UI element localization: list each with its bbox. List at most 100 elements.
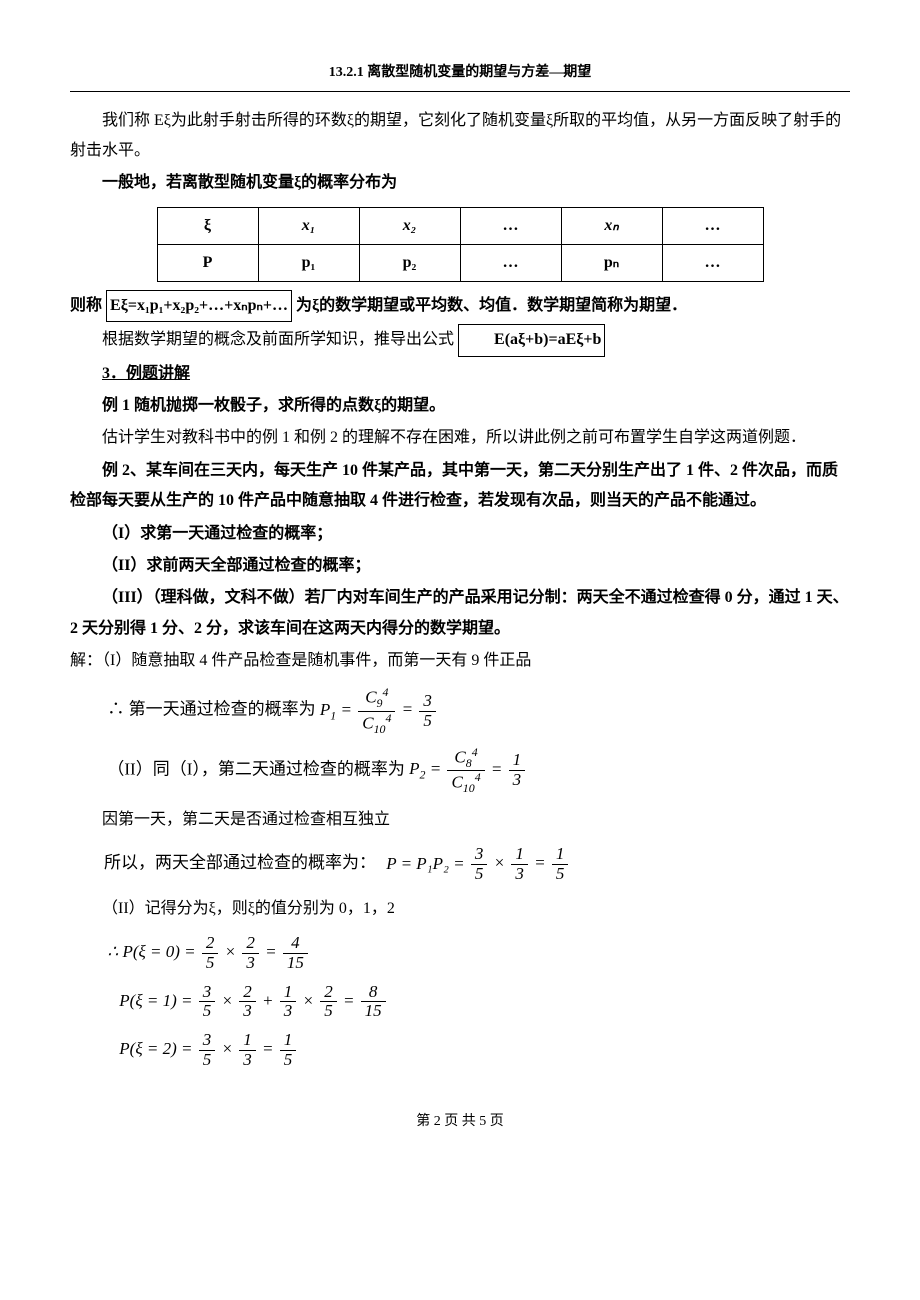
cell: ξ [157,207,258,244]
fraction: C94 C104 [358,686,395,735]
fraction: 15 [280,1031,297,1069]
cell: x₂ [359,207,460,244]
p2-prefix: （II）同（I），第二天通过检查的概率为 [107,759,409,778]
cell: … [460,244,561,281]
section3-title: 3．例题讲解 [70,359,850,389]
equation-Pxi1: P(ξ = 1) = 35 × 23 + 13 × 25 = 815 [119,983,850,1021]
n: 1 [552,845,569,865]
d: 3 [511,865,528,884]
d: 5 [202,954,219,973]
fraction: 25 [320,983,337,1021]
cell: P [157,244,258,281]
s: 10 [463,781,475,795]
equation-P: 所以，两天全部通过检查的概率为： P = P₁P₂ = 35 × 13 = 15 [104,845,850,883]
expectation-def: 则称 Eξ=x₁p₁+x₂p₂+…+xₙpₙ+… 为ξ的数学期望或平均数、均值．… [70,290,850,322]
c: C [362,713,373,732]
n: 3 [199,1031,216,1051]
sym: P [320,700,330,719]
def-prefix: 则称 [70,297,106,314]
table-row: ξ x₁ x₂ … xₙ … [157,207,763,244]
n: 2 [320,983,337,1003]
d: 15 [361,1002,386,1021]
fraction: 35 [199,983,216,1021]
n: 4 [283,934,308,954]
p-expr: P = P₁P₂ = [386,854,464,873]
intro-p1: 我们称 Eξ为此射手射击所得的环数ξ的期望，它刻化了随机变量ξ所取的平均值，从另… [70,106,850,167]
d: 3 [280,1002,297,1021]
equation-Pxi2: P(ξ = 2) = 35 × 13 = 15 [119,1031,850,1069]
d: 5 [552,865,569,884]
n: 3 [471,845,488,865]
fraction: 25 [202,934,219,972]
distribution-table: ξ x₁ x₂ … xₙ … P p₁ p₂ … pₙ … [157,207,764,282]
n: 1 [511,845,528,865]
d: 5 [199,1051,216,1070]
example2-II: （II）求前两天全部通过检查的概率； [70,551,850,581]
fraction: 15 [552,845,569,883]
derive-prefix: 根据数学期望的概念及前面所学知识，推导出公式 [102,331,458,348]
example1-title: 例 1 随机抛掷一枚骰子，求所得的点数ξ的期望。 [70,391,850,421]
example2-p1: 例 2、某车间在三天内，每天生产 10 件某产品，其中第一天，第二天分别生产出了… [70,456,850,517]
cell: … [460,207,561,244]
p: 4 [385,711,391,725]
linear-expectation-box: E(aξ+b)=aEξ+b [458,324,605,356]
equation-Pxi0: ∴ P(ξ = 0) = 25 × 23 = 415 [107,934,850,972]
n: 2 [202,934,219,954]
lhs: P(ξ = 1) = [119,991,192,1010]
fraction: 35 [471,845,488,883]
cell: … [662,244,763,281]
den: 5 [419,712,436,731]
c: C [365,688,376,707]
fraction: 13 [239,1031,256,1069]
score-intro: （II）记得分为ξ，则ξ的值分别为 0，1，2 [70,894,850,924]
num: 3 [419,692,436,712]
cell: … [662,207,763,244]
den: 3 [509,771,526,790]
n: 2 [239,983,256,1003]
fraction: C84 C104 [447,746,484,795]
lhs: ∴ P(ξ = 0) = [107,942,195,961]
page-header: 13.2.1 离散型随机变量的期望与方差—期望 [70,60,850,92]
c: C [454,747,465,766]
cell: p₂ [359,244,460,281]
n: 2 [242,934,259,954]
d: 5 [280,1051,297,1070]
expectation-formula-box: Eξ=x₁p₁+x₂p₂+…+xₙpₙ+… [106,290,292,322]
d: 5 [471,865,488,884]
cell: x₁ [258,207,359,244]
fraction: 23 [242,934,259,972]
cell: pₙ [561,244,662,281]
equation-P1: ∴ 第一天通过检查的概率为 P1 = C94 C104 = 3 5 [107,686,850,735]
sub: 1 [330,708,336,722]
fraction: 13 [511,845,528,883]
num: 1 [509,751,526,771]
s: 10 [374,722,386,736]
cell: xₙ [561,207,662,244]
fraction: 415 [283,934,308,972]
page-footer: 第 2 页 共 5 页 [70,1109,850,1136]
n: 3 [199,983,216,1003]
intro-p2: 一般地，若离散型随机变量ξ的概率分布为 [70,168,850,198]
n: 1 [239,1031,256,1051]
p-prefix: 所以，两天全部通过检查的概率为： [104,854,376,873]
example2-III: （III）（理科做，文科不做）若厂内对车间生产的产品采用记分制：两天全不通过检查… [70,583,850,644]
sub: 2 [420,768,426,782]
d: 5 [320,1002,337,1021]
table-row: P p₁ p₂ … pₙ … [157,244,763,281]
def-suffix: 为ξ的数学期望或平均数、均值．数学期望简称为期望． [292,297,687,314]
independence-note: 因第一天，第二天是否通过检查相互独立 [70,805,850,835]
c: C [451,773,462,792]
example1-note: 估计学生对教科书中的例 1 和例 2 的理解不存在困难，所以讲此例之前可布置学生… [70,423,850,453]
n: 1 [280,1031,297,1051]
d: 3 [239,1051,256,1070]
p: 4 [382,685,388,699]
d: 3 [239,1002,256,1021]
solution-line0: 解：（I）随意抽取 4 件产品检查是随机事件，而第一天有 9 件正品 [70,646,850,676]
p: 4 [475,770,481,784]
d: 5 [199,1002,216,1021]
equation-P2: （II）同（I），第二天通过检查的概率为 P2 = C84 C104 = 1 3 [107,746,850,795]
p: 4 [472,745,478,759]
p1-prefix: ∴ 第一天通过检查的概率为 [107,700,320,719]
fraction: 815 [361,983,386,1021]
sym: P [409,759,419,778]
